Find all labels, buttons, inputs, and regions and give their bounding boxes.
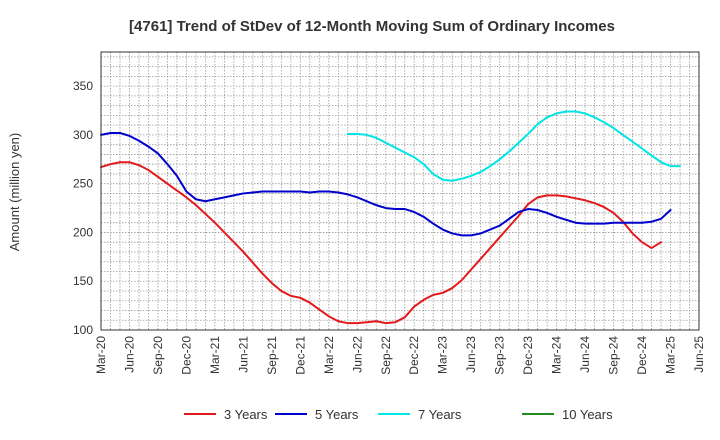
- x-tick-label: Jun-24: [578, 336, 592, 373]
- x-tick-label: Dec-23: [521, 336, 535, 375]
- chart-title: [4761] Trend of StDev of 12-Month Moving…: [129, 18, 615, 35]
- legend-label: 10 Years: [562, 407, 613, 422]
- x-tick-label: Dec-22: [407, 336, 421, 375]
- series-line-3-years: [100, 161, 663, 325]
- plot-area: [101, 52, 699, 330]
- legend-label: 5 Years: [315, 407, 359, 422]
- y-tick-label: 100: [73, 323, 93, 337]
- x-tick-label: Dec-21: [293, 336, 307, 375]
- x-tick-labels: Mar-20 Jun-20 Sep-20 Dec-20 Mar-21 Jun-21 Sep-…: [94, 336, 706, 375]
- x-tick-label: Mar-21: [208, 336, 222, 374]
- x-tick-label: Jun-21: [236, 336, 250, 373]
- x-tick-label: Mar-20: [94, 336, 108, 374]
- y-tick-label: 250: [73, 177, 93, 191]
- y-tick-label: 350: [73, 79, 93, 93]
- y-tick-label: 150: [73, 274, 93, 288]
- x-tick-label: Mar-23: [436, 336, 450, 374]
- series-layer: [100, 110, 682, 325]
- x-tick-label: Sep-21: [265, 336, 279, 375]
- grid: [101, 52, 699, 330]
- series-line-5-years: [100, 131, 672, 237]
- x-tick-label: Mar-24: [550, 336, 564, 374]
- y-tick-label: 300: [73, 128, 93, 142]
- x-tick-label: Jun-20: [122, 336, 136, 373]
- x-tick-label: Sep-23: [493, 336, 507, 375]
- x-tick-label: Jun-22: [350, 336, 364, 373]
- x-tick-label: Sep-22: [379, 336, 393, 375]
- x-tick-label: Dec-20: [179, 336, 193, 375]
- legend-label: 3 Years: [224, 407, 268, 422]
- x-tick-label: Mar-22: [322, 336, 336, 374]
- y-axis-label: Amount (million yen): [7, 133, 22, 252]
- x-tick-label: Dec-24: [635, 336, 649, 375]
- legend-label: 7 Years: [418, 407, 462, 422]
- x-tick-label: Mar-25: [664, 336, 678, 374]
- plot-frame: [100, 51, 700, 331]
- series-line-7-years: [346, 110, 682, 182]
- x-tick-label: Jun-25: [692, 336, 706, 373]
- x-tick-label: Sep-24: [607, 336, 621, 375]
- x-tick-label: Sep-20: [151, 336, 165, 375]
- x-tick-label: Jun-23: [464, 336, 478, 373]
- y-tick-labels: 100 150 200 250 300 350: [73, 79, 93, 337]
- legend: 3 Years 5 Years 7 Years 10 Years: [184, 407, 613, 422]
- y-tick-label: 200: [73, 225, 93, 239]
